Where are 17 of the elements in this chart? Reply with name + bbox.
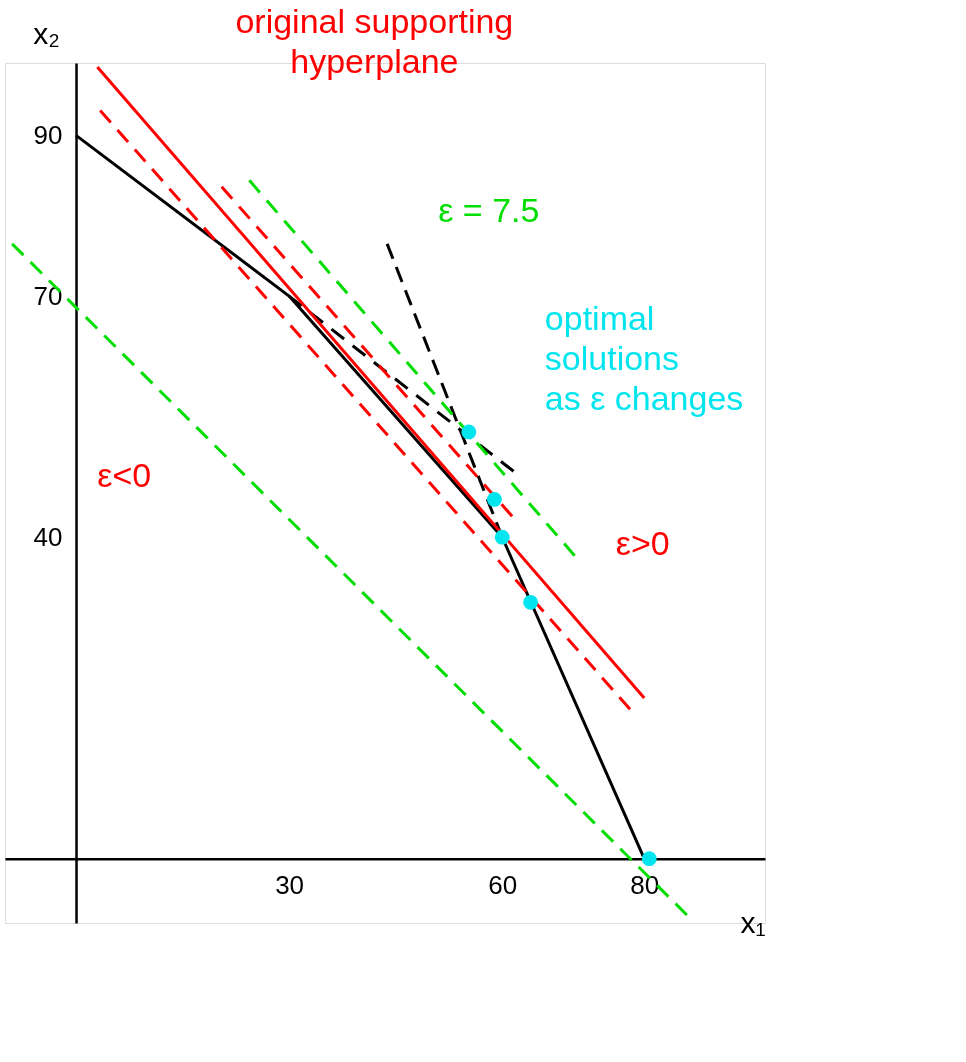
x-tick-label: 30 [275,870,305,901]
x-tick-label: 80 [630,870,660,901]
point [641,851,657,867]
point [461,424,477,440]
annotation: optimal solutions as ε changes [544,299,744,418]
x-tick-label: 60 [488,870,518,901]
y-tick-label: 90 [33,119,63,150]
annotation: original supporting hyperplane [235,1,514,80]
annotation: ε>0 [615,524,670,563]
annotation: ε = 7.5 [438,190,540,229]
point [486,492,502,507]
y-tick-label: 40 [33,521,63,552]
y-axis-title: x₂ [33,16,60,50]
x-axis-title: x₁ [740,906,766,940]
point [523,594,539,610]
point [494,529,510,545]
annotation: ε<0 [97,455,152,494]
